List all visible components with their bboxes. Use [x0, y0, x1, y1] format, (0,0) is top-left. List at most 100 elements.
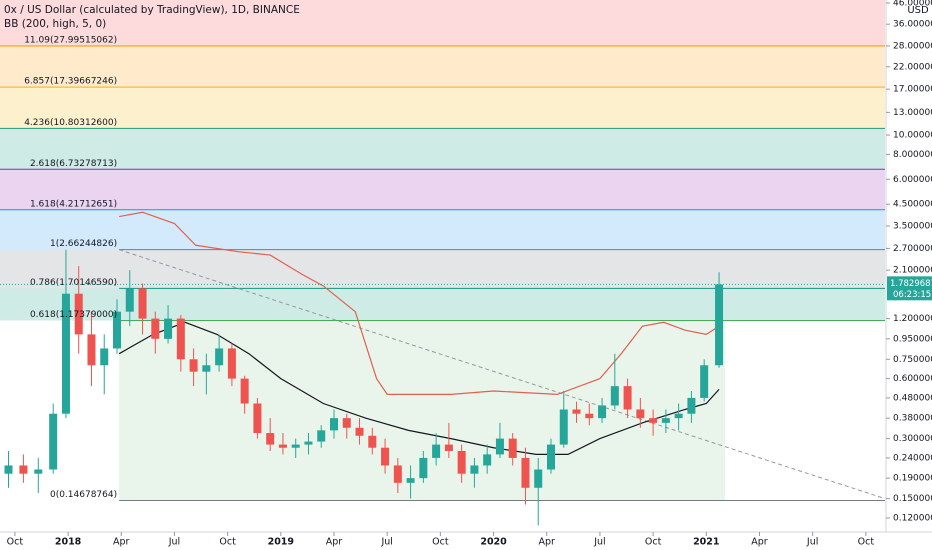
- y-tick-label: 0.24000000: [893, 453, 932, 463]
- fib-label: 1(2.66244826): [50, 239, 117, 249]
- candle-body: [623, 386, 632, 410]
- countdown: 06:23:15: [893, 290, 931, 300]
- candle-body: [470, 465, 479, 474]
- candle-body: [355, 427, 364, 436]
- y-tick-label: 13.00000000: [893, 108, 932, 118]
- fib-label: 0(0.14678764): [50, 490, 117, 500]
- x-tick-label: Jul: [380, 537, 392, 548]
- candle-body: [432, 444, 441, 458]
- x-tick-label: Jul: [806, 537, 818, 548]
- candle-body: [113, 311, 122, 349]
- axis-unit: USD: [907, 5, 929, 16]
- candle-body: [649, 418, 658, 423]
- last-price-label: 1.78296870: [890, 279, 932, 289]
- candle-body: [74, 293, 83, 335]
- candle-body: [495, 438, 504, 455]
- candle-body: [189, 359, 198, 372]
- y-tick-label: 36.00000000: [893, 20, 932, 30]
- candle-body: [164, 318, 173, 339]
- candle-body: [598, 405, 607, 419]
- candle-body: [87, 334, 96, 366]
- y-tick-label: 3.50000000: [893, 221, 932, 231]
- x-tick-label: Oct: [858, 537, 875, 548]
- y-tick-label: 8.00000000: [893, 150, 932, 160]
- fib-zone: [0, 45, 885, 88]
- candle-body: [585, 413, 594, 419]
- candle-body: [330, 418, 339, 431]
- candle-body: [381, 447, 390, 466]
- candle-body: [100, 348, 109, 366]
- x-tick-label: Apr: [539, 537, 556, 548]
- candle-body: [202, 365, 211, 372]
- candle-body: [34, 469, 43, 474]
- y-tick-label: 28.00000000: [893, 41, 932, 51]
- fib-zone: [0, 288, 885, 321]
- y-tick-label: 22.00000000: [893, 62, 932, 72]
- trend-line: [118, 249, 886, 500]
- candle-body: [151, 318, 160, 339]
- y-tick-label: 0.38000000: [893, 414, 932, 424]
- fib-zone: [0, 209, 885, 250]
- fib-zone: [0, 249, 885, 289]
- candle-body: [61, 293, 70, 414]
- indicator-label: BB (200, high, 5, 0): [4, 18, 106, 30]
- candle-body: [4, 465, 13, 474]
- y-tick-label: 46.00000000: [893, 0, 932, 8]
- last-price-box: [887, 276, 932, 301]
- fib-label: 2.618(6.73278713): [30, 159, 117, 169]
- y-tick-label: 0.12000000: [893, 513, 932, 523]
- candle-body: [266, 433, 275, 445]
- fib-label: 11.09(27.99515062): [24, 35, 117, 45]
- x-tick-label: 2020: [480, 537, 507, 548]
- y-tick-label: 10.00000000: [893, 131, 932, 141]
- candle-body: [342, 418, 351, 428]
- fib-label: 0.786(1.70146590): [30, 278, 117, 288]
- candle-body: [125, 288, 134, 312]
- x-tick-label: Apr: [751, 537, 768, 548]
- candle-body: [317, 430, 326, 442]
- candle-body: [253, 403, 262, 434]
- candle-body: [546, 444, 555, 470]
- x-tick-label: Jul: [168, 537, 180, 548]
- candle-body: [715, 284, 724, 366]
- candle-body: [661, 418, 670, 423]
- candle-body: [419, 457, 428, 479]
- x-tick-label: Oct: [432, 537, 449, 548]
- y-tick-label: 6.00000000: [893, 175, 932, 185]
- candle-body: [700, 365, 709, 398]
- candle-body: [457, 450, 466, 474]
- y-tick-label: 17.00000000: [893, 85, 932, 95]
- candle-body: [227, 348, 236, 379]
- x-tick-label: Oct: [645, 537, 662, 548]
- fib-zone: [0, 128, 885, 170]
- y-tick-label: 0.60000000: [893, 374, 932, 384]
- plot-area: [0, 0, 886, 526]
- fib-zone: [0, 169, 885, 210]
- candle-body: [534, 469, 543, 488]
- candle-body: [483, 454, 492, 466]
- x-tick-label: Oct: [7, 537, 24, 548]
- candle-body: [278, 444, 287, 448]
- candle-body: [49, 413, 58, 470]
- candle-body: [240, 378, 249, 404]
- x-tick-label: Jul: [593, 537, 605, 548]
- candle-body: [176, 318, 185, 360]
- candle-body: [610, 386, 619, 406]
- indicator-line: [119, 211, 720, 395]
- y-tick-label: 0.95000000: [893, 334, 932, 344]
- candle-body: [687, 397, 696, 414]
- fib-zone: [0, 87, 885, 129]
- candle-body: [393, 465, 402, 483]
- candle-body: [508, 438, 517, 458]
- y-tick-label: 2.70000000: [893, 244, 932, 254]
- candle-body: [291, 444, 300, 448]
- candle-body: [138, 288, 147, 319]
- candle-body: [304, 441, 313, 445]
- chart-title: 0x / US Dollar (calculated by TradingVie…: [4, 4, 300, 16]
- x-tick-label: Oct: [219, 537, 236, 548]
- x-tick-label: 2019: [268, 537, 294, 548]
- x-tick-label: Apr: [113, 537, 130, 548]
- fib-zone: [0, 0, 885, 46]
